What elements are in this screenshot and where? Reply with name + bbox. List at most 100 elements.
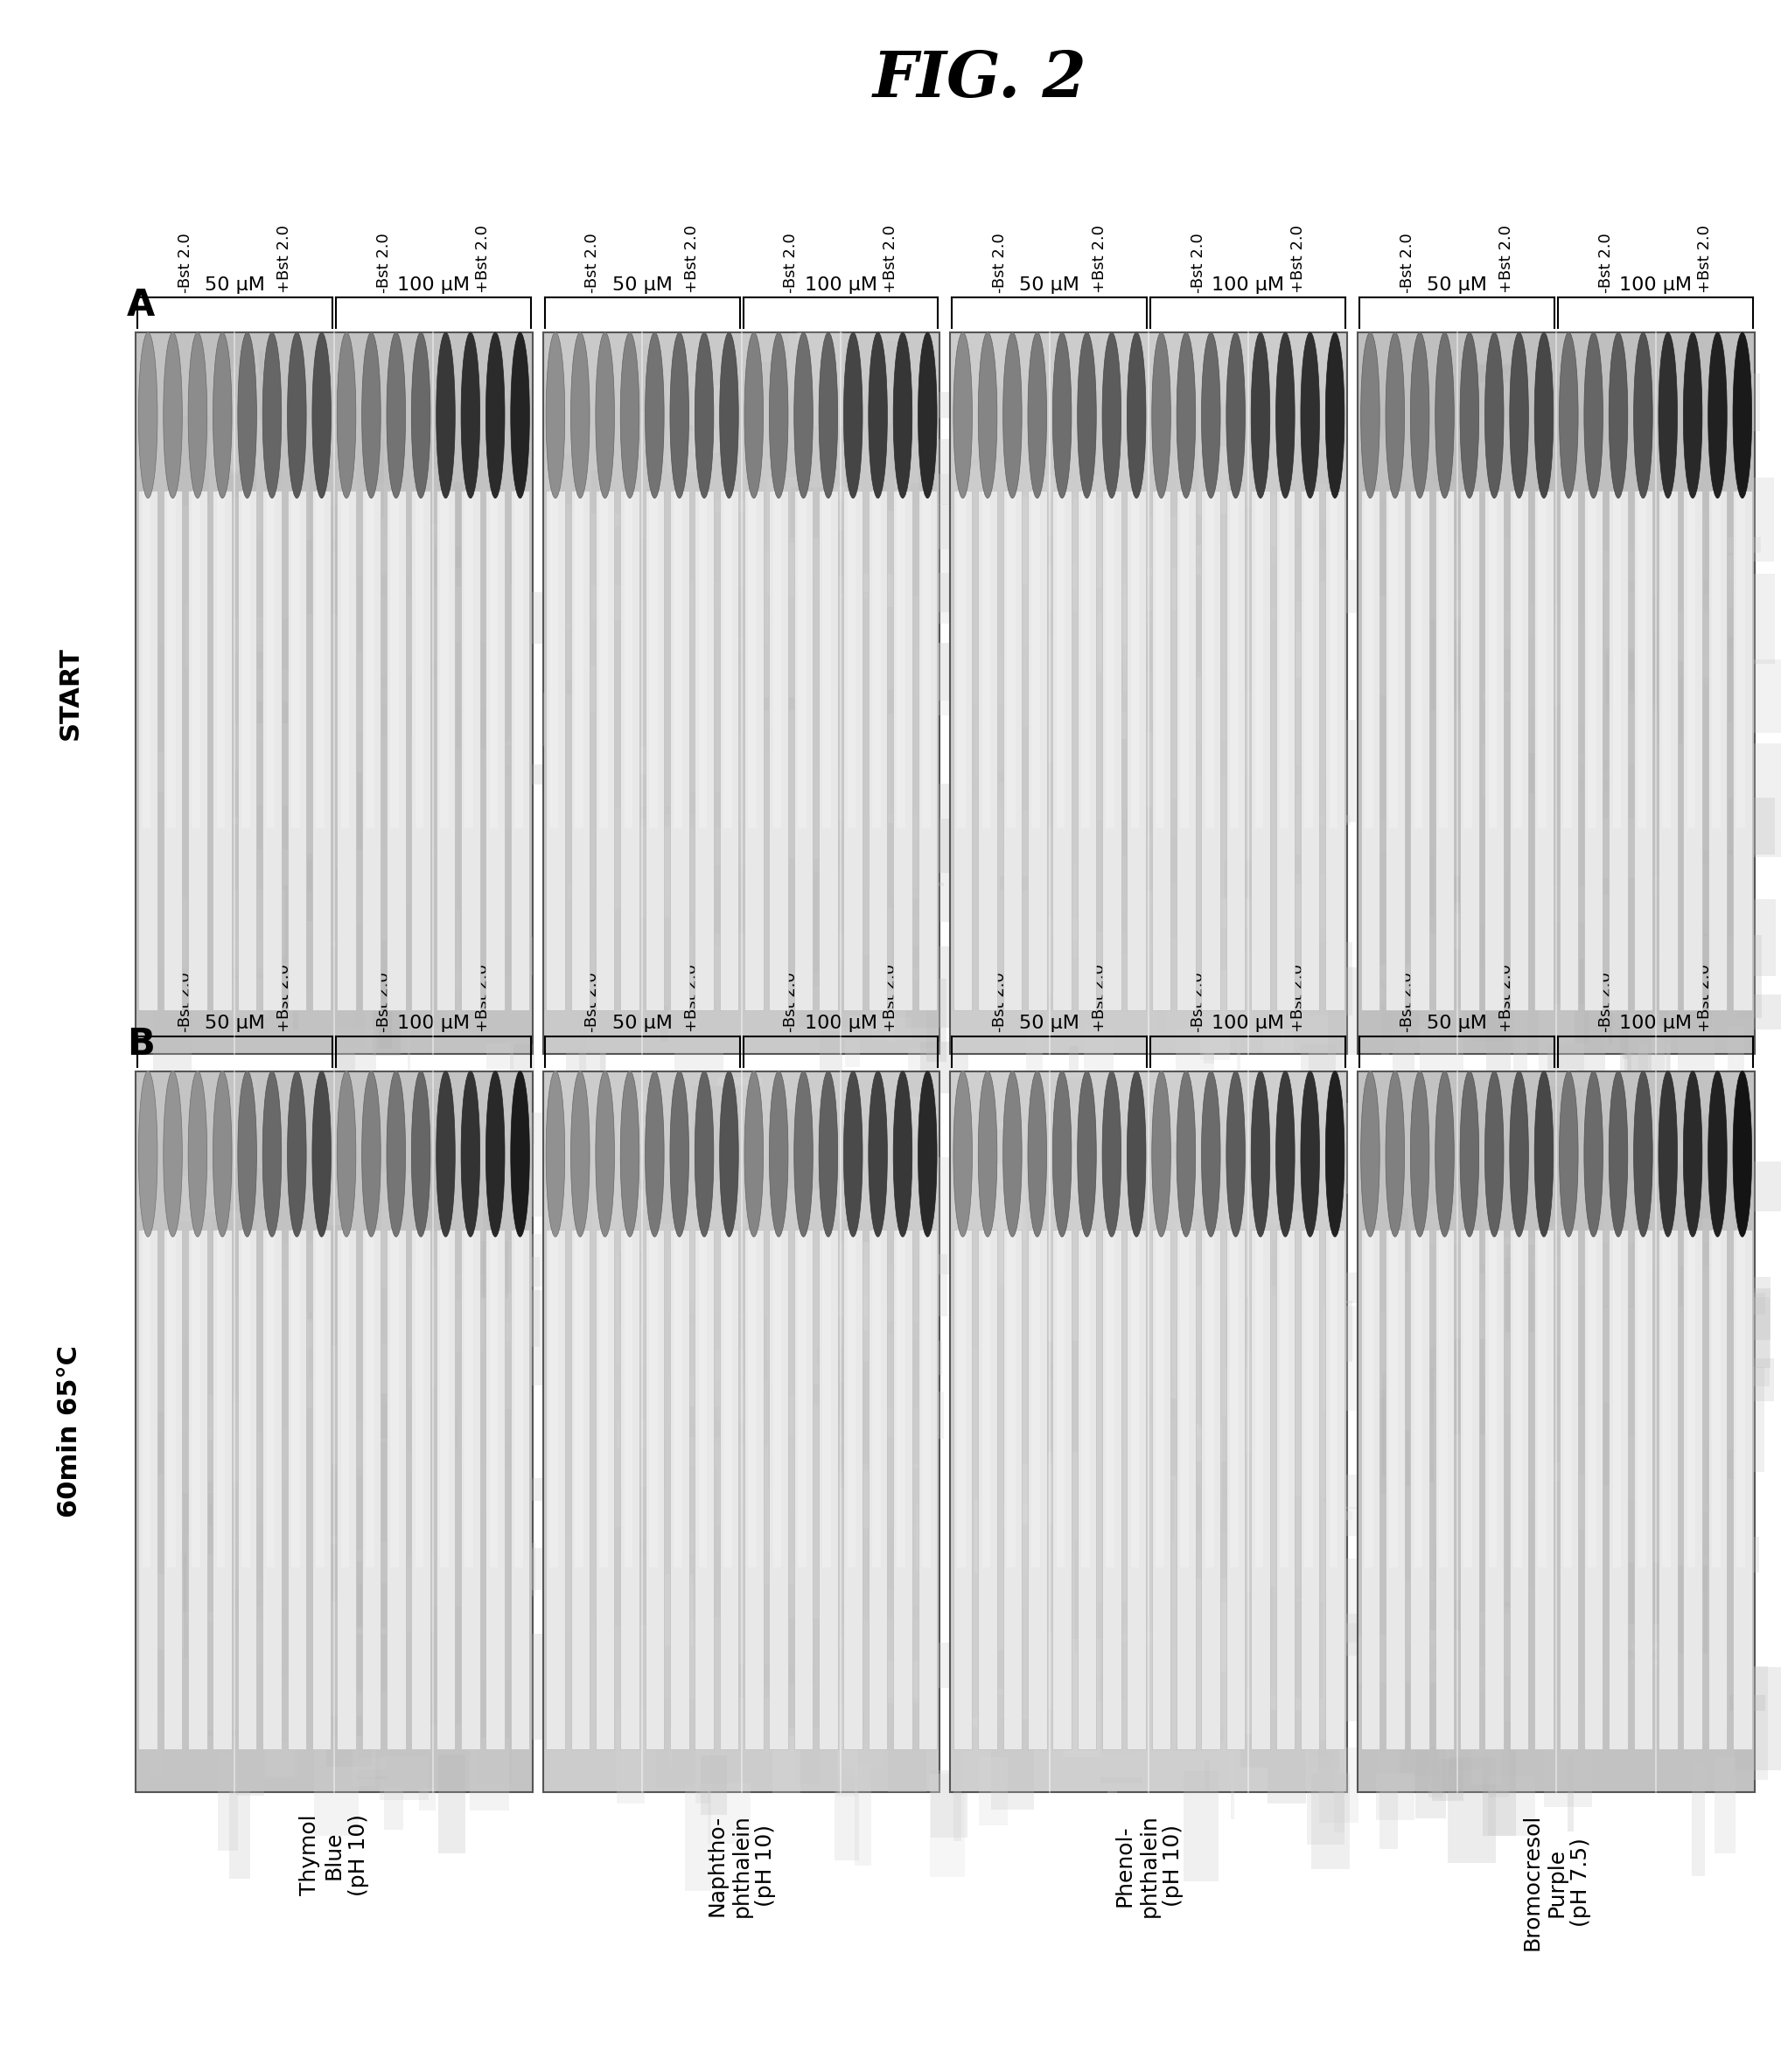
Bar bbox=[1510, 491, 1528, 1011]
Bar bbox=[1736, 1297, 1770, 1386]
Bar bbox=[189, 1229, 207, 1749]
Ellipse shape bbox=[1361, 1071, 1380, 1237]
Bar bbox=[1400, 1685, 1439, 1776]
Bar bbox=[1118, 570, 1140, 620]
Bar bbox=[162, 1533, 208, 1556]
Bar bbox=[1325, 1229, 1345, 1749]
Bar bbox=[1200, 1144, 1229, 1241]
Ellipse shape bbox=[917, 1071, 937, 1237]
Ellipse shape bbox=[819, 1071, 837, 1237]
Bar bbox=[1193, 740, 1238, 777]
Bar bbox=[294, 539, 337, 615]
Bar bbox=[883, 1334, 908, 1446]
Bar bbox=[1594, 895, 1608, 928]
Bar bbox=[1574, 959, 1589, 1042]
Bar bbox=[230, 1790, 251, 1879]
Bar bbox=[296, 1322, 317, 1409]
Bar bbox=[217, 1753, 237, 1850]
Bar bbox=[353, 924, 365, 1026]
Ellipse shape bbox=[1535, 332, 1553, 497]
Bar bbox=[819, 530, 855, 576]
Bar bbox=[1193, 1247, 1213, 1254]
Bar bbox=[465, 491, 474, 829]
Bar bbox=[661, 1289, 696, 1307]
Bar bbox=[411, 1088, 447, 1119]
Bar bbox=[1357, 1071, 1754, 1792]
Bar bbox=[203, 1490, 219, 1504]
Bar bbox=[280, 1169, 313, 1243]
Bar bbox=[315, 1229, 324, 1566]
Ellipse shape bbox=[1583, 1071, 1603, 1237]
Bar bbox=[841, 1382, 844, 1488]
Bar bbox=[992, 387, 1017, 462]
Bar bbox=[978, 491, 997, 1011]
Bar bbox=[1028, 537, 1056, 638]
Bar bbox=[1136, 889, 1159, 908]
Bar bbox=[367, 1392, 392, 1438]
Bar bbox=[974, 1500, 994, 1573]
Bar bbox=[1439, 1229, 1448, 1566]
Bar bbox=[1108, 1732, 1117, 1792]
Text: +Bst 2.0: +Bst 2.0 bbox=[1092, 226, 1108, 292]
Bar bbox=[695, 1525, 734, 1616]
Bar bbox=[1124, 597, 1131, 690]
Bar bbox=[337, 868, 338, 881]
Bar bbox=[629, 806, 675, 881]
Text: 100 μM: 100 μM bbox=[1211, 276, 1284, 294]
Bar bbox=[821, 1386, 832, 1440]
Bar bbox=[623, 785, 629, 829]
Bar bbox=[769, 1229, 789, 1749]
Ellipse shape bbox=[1325, 332, 1345, 497]
Bar bbox=[1455, 599, 1478, 615]
Ellipse shape bbox=[1078, 332, 1097, 497]
Bar bbox=[798, 961, 848, 1028]
Bar bbox=[216, 1542, 253, 1629]
Bar bbox=[212, 1131, 223, 1206]
Bar bbox=[1257, 771, 1272, 796]
Bar bbox=[1403, 1432, 1419, 1486]
Bar bbox=[365, 491, 374, 829]
Bar bbox=[1414, 854, 1434, 916]
Bar bbox=[591, 470, 597, 514]
Bar bbox=[1177, 1229, 1195, 1749]
Bar bbox=[1541, 1463, 1567, 1481]
Bar bbox=[926, 978, 946, 1061]
Bar bbox=[410, 738, 426, 802]
Bar bbox=[278, 1573, 289, 1676]
Bar bbox=[1101, 1778, 1142, 1784]
Bar bbox=[1017, 1467, 1047, 1492]
Bar bbox=[1149, 1397, 1175, 1417]
Bar bbox=[600, 1053, 606, 1121]
Bar bbox=[237, 700, 287, 721]
Bar bbox=[680, 603, 716, 642]
Bar bbox=[892, 897, 926, 968]
Ellipse shape bbox=[953, 332, 972, 497]
Ellipse shape bbox=[595, 332, 614, 497]
Bar bbox=[1683, 1229, 1703, 1749]
Ellipse shape bbox=[1608, 332, 1628, 497]
Bar bbox=[1402, 1090, 1450, 1189]
Bar bbox=[287, 491, 306, 1011]
Bar bbox=[244, 1075, 256, 1187]
Bar bbox=[1126, 808, 1152, 891]
Bar bbox=[997, 1129, 1004, 1164]
Bar bbox=[1099, 568, 1126, 671]
Bar bbox=[1140, 568, 1183, 611]
Bar bbox=[1384, 1127, 1387, 1173]
Bar bbox=[399, 1616, 404, 1687]
Bar bbox=[319, 1225, 344, 1345]
Bar bbox=[1028, 1229, 1047, 1749]
Bar bbox=[727, 818, 759, 924]
Bar bbox=[1674, 1566, 1708, 1653]
Text: -Bst 2.0: -Bst 2.0 bbox=[1400, 232, 1416, 292]
Bar bbox=[1733, 1229, 1753, 1749]
Bar bbox=[255, 702, 289, 723]
Bar bbox=[1004, 675, 1042, 752]
Bar bbox=[739, 1368, 766, 1376]
Bar bbox=[1127, 1475, 1167, 1581]
Bar bbox=[912, 483, 939, 597]
Bar bbox=[349, 773, 376, 850]
Bar bbox=[1202, 346, 1229, 406]
Bar bbox=[652, 1575, 693, 1645]
Bar bbox=[374, 402, 390, 489]
